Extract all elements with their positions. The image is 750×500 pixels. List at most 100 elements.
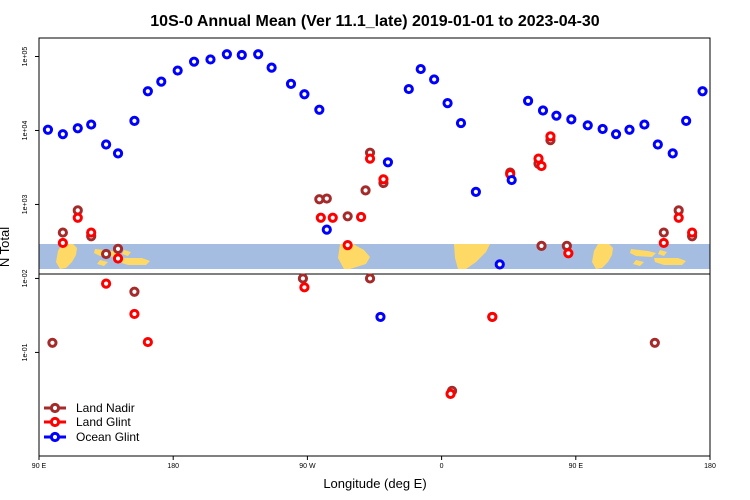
legend-marker-ocean-glint (49, 431, 61, 443)
point-ocean-glint-42 (697, 86, 708, 97)
point-ocean-glint-28 (494, 259, 505, 270)
point-land-glint-7 (299, 282, 310, 293)
point-ocean-glint-23 (415, 63, 426, 75)
point-ocean-glint-26 (455, 117, 467, 129)
point-ocean-glint-34 (582, 120, 593, 131)
point-land-glint-18 (536, 160, 547, 172)
point-ocean-glint-2 (72, 123, 83, 134)
point-land-nadir-4 (101, 248, 112, 260)
landmass-9 (630, 249, 656, 257)
point-ocean-glint-11 (205, 54, 216, 65)
point-ocean-glint-30 (522, 95, 534, 106)
landmass-1 (56, 244, 77, 269)
point-ocean-glint-8 (156, 76, 167, 87)
point-ocean-glint-3 (86, 119, 97, 130)
point-ocean-glint-21 (382, 157, 394, 168)
point-land-glint-19 (545, 131, 556, 142)
legend-label-land-nadir: Land Nadir (76, 401, 135, 415)
point-ocean-glint-29 (506, 174, 517, 186)
point-land-glint-8 (315, 212, 326, 223)
x-tick-label-1: 180 (167, 463, 179, 470)
point-land-glint-3 (101, 278, 112, 289)
series-land-glint (57, 131, 698, 399)
point-land-glint-10 (342, 240, 353, 251)
point-land-nadir-5 (112, 243, 124, 254)
point-land-glint-9 (327, 212, 338, 223)
point-land-glint-20 (563, 248, 574, 259)
point-land-glint-13 (378, 174, 389, 185)
point-ocean-glint-16 (285, 78, 297, 89)
chart-title: 10S-0 Annual Mean (Ver 11.1_late) 2019-0… (150, 13, 600, 30)
legend-label-land-glint: Land Glint (76, 415, 131, 429)
point-ocean-glint-39 (652, 139, 663, 150)
landmass-6 (338, 244, 370, 269)
point-land-nadir-1 (57, 227, 68, 238)
landmass-3 (122, 250, 131, 256)
point-ocean-glint-31 (537, 105, 549, 116)
legend-item-land-nadir: Land Nadir (44, 401, 135, 415)
point-ocean-glint-14 (253, 49, 264, 60)
point-ocean-glint-25 (442, 98, 453, 109)
y-tick-label-1: 1e-02 (22, 269, 29, 287)
world-map-band (39, 244, 710, 269)
point-land-nadir-9 (321, 193, 332, 204)
point-land-nadir-11 (360, 185, 371, 196)
point-ocean-glint-24 (429, 74, 440, 85)
x-tick-label-5: 180 (704, 463, 716, 470)
point-ocean-glint-27 (470, 186, 481, 197)
x-axis-label: Longitude (deg E) (323, 476, 426, 491)
point-land-glint-4 (112, 253, 124, 264)
point-ocean-glint-4 (101, 139, 112, 150)
point-ocean-glint-33 (566, 114, 577, 125)
y-tick-label-4: 1e+05 (22, 47, 29, 67)
legend-item-ocean-glint: Ocean Glint (44, 430, 140, 444)
point-ocean-glint-17 (299, 89, 310, 100)
series-ocean-glint (42, 49, 708, 323)
y-axis-label: N Total (0, 227, 12, 267)
point-land-glint-5 (129, 308, 140, 320)
landmass-7 (454, 244, 490, 269)
point-ocean-glint-0 (42, 124, 54, 135)
point-ocean-glint-13 (236, 49, 247, 61)
point-ocean-glint-37 (624, 124, 635, 135)
y-tick-label-2: 1e+03 (22, 195, 29, 215)
point-ocean-glint-20 (375, 311, 386, 323)
point-land-glint-22 (673, 212, 684, 223)
point-land-glint-12 (364, 153, 376, 164)
point-land-glint-14 (445, 388, 456, 399)
point-land-nadir-22 (649, 337, 660, 348)
x-axis: 90 E 180 90 W 0 90 E 180 (32, 456, 716, 470)
y-axis: 1e-01 1e-02 1e+03 1e+04 1e+05 (22, 47, 39, 361)
landmass-8 (592, 244, 613, 269)
point-land-glint-0 (57, 237, 68, 249)
point-ocean-glint-5 (112, 148, 124, 159)
x-tick-label-4: 90 E (569, 463, 584, 470)
point-ocean-glint-19 (321, 224, 332, 235)
point-land-glint-23 (687, 227, 698, 238)
point-ocean-glint-12 (221, 49, 232, 60)
point-land-glint-2 (86, 227, 97, 238)
landmass-5 (97, 260, 108, 266)
point-ocean-glint-35 (597, 123, 608, 135)
landmass-11 (654, 258, 686, 265)
point-ocean-glint-6 (129, 115, 140, 126)
y-tick-label-3: 1e+04 (22, 121, 29, 141)
point-land-nadir-7 (297, 273, 309, 284)
point-land-glint-11 (355, 211, 367, 223)
point-land-nadir-10 (342, 211, 353, 222)
plot-frame (38, 37, 711, 457)
point-ocean-glint-1 (57, 129, 68, 140)
x-tick-label-2: 90 W (299, 463, 316, 470)
point-ocean-glint-18 (314, 104, 325, 115)
point-land-nadir-6 (129, 286, 140, 297)
point-land-glint-21 (658, 237, 669, 249)
point-ocean-glint-36 (610, 129, 622, 140)
legend-label-ocean-glint: Ocean Glint (76, 430, 140, 444)
point-land-glint-1 (72, 212, 83, 223)
point-ocean-glint-7 (142, 86, 153, 97)
landmass-4 (118, 258, 150, 265)
legend-item-land-glint: Land Glint (44, 415, 131, 429)
data-points (42, 49, 708, 399)
point-ocean-glint-38 (639, 119, 650, 130)
